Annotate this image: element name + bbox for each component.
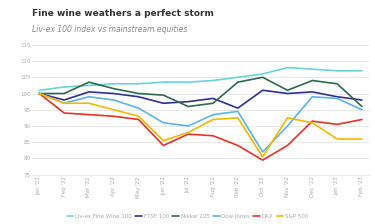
S&P 500 [37,92,42,95]
Nikkei 225 [62,92,66,95]
S&P 500 [87,102,91,105]
FTSE 100 [62,99,66,101]
DAX [236,144,240,147]
DAX [111,115,116,118]
S&P 500 [161,139,166,142]
Dow Jones [37,92,42,95]
Line: Liv-ex Fine Wine 100: Liv-ex Fine Wine 100 [39,67,362,90]
Dow Jones [62,102,66,105]
Text: Fine wine weathers a perfect storm: Fine wine weathers a perfect storm [32,9,214,18]
Text: Liv-ex 100 index vs mainstream equities: Liv-ex 100 index vs mainstream equities [32,25,187,34]
Nikkei 225 [161,94,166,97]
Nikkei 225 [310,79,315,82]
Liv-ex Fine Wine 100 [260,73,265,75]
Dow Jones [186,125,190,127]
DAX [335,123,339,126]
DAX [186,133,190,136]
Dow Jones [211,113,215,116]
Line: DAX: DAX [39,93,362,160]
Liv-ex Fine Wine 100 [136,82,141,85]
Liv-ex Fine Wine 100 [37,89,42,92]
FTSE 100 [87,90,91,93]
Liv-ex Fine Wine 100 [161,81,166,84]
S&P 500 [260,155,265,158]
FTSE 100 [161,102,166,105]
DAX [360,118,364,121]
Liv-ex Fine Wine 100 [62,86,66,88]
Dow Jones [360,108,364,111]
Nikkei 225 [285,89,290,92]
FTSE 100 [186,100,190,103]
Legend: Liv-ex Fine Wine 100, FTSE 100, Nikkei 225, Dow Jones, DAX, S&P 500: Liv-ex Fine Wine 100, FTSE 100, Nikkei 2… [64,212,310,221]
Line: FTSE 100: FTSE 100 [39,90,362,108]
DAX [211,134,215,137]
Nikkei 225 [335,82,339,85]
Liv-ex Fine Wine 100 [211,79,215,82]
Dow Jones [310,95,315,98]
Line: Dow Jones: Dow Jones [39,93,362,152]
Dow Jones [111,99,116,101]
FTSE 100 [310,90,315,93]
Line: S&P 500: S&P 500 [39,93,362,157]
FTSE 100 [335,95,339,98]
S&P 500 [236,116,240,119]
Dow Jones [335,97,339,100]
Liv-ex Fine Wine 100 [310,68,315,71]
FTSE 100 [211,97,215,100]
DAX [136,118,141,121]
FTSE 100 [37,92,42,95]
Nikkei 225 [136,92,141,95]
DAX [87,113,91,116]
DAX [161,144,166,147]
S&P 500 [186,131,190,134]
Dow Jones [236,110,240,113]
S&P 500 [360,138,364,140]
DAX [37,92,42,95]
FTSE 100 [236,107,240,110]
S&P 500 [111,108,116,111]
Nikkei 225 [236,81,240,84]
Dow Jones [87,95,91,98]
Dow Jones [161,121,166,124]
S&P 500 [310,121,315,124]
Dow Jones [285,125,290,127]
S&P 500 [335,138,339,140]
Liv-ex Fine Wine 100 [360,69,364,72]
Nikkei 225 [87,81,91,84]
Liv-ex Fine Wine 100 [186,81,190,84]
Nikkei 225 [211,102,215,105]
Nikkei 225 [186,105,190,108]
Liv-ex Fine Wine 100 [236,76,240,79]
S&P 500 [136,115,141,118]
DAX [62,112,66,114]
FTSE 100 [285,92,290,95]
Nikkei 225 [37,92,42,95]
Dow Jones [136,107,141,110]
DAX [310,120,315,123]
Line: Nikkei 225: Nikkei 225 [39,77,362,106]
DAX [260,159,265,162]
Liv-ex Fine Wine 100 [111,82,116,85]
Liv-ex Fine Wine 100 [335,69,339,72]
FTSE 100 [360,99,364,101]
Liv-ex Fine Wine 100 [87,84,91,87]
S&P 500 [285,116,290,119]
Nikkei 225 [260,76,265,79]
Dow Jones [260,151,265,153]
FTSE 100 [136,95,141,98]
S&P 500 [62,102,66,105]
S&P 500 [211,118,215,121]
FTSE 100 [260,89,265,92]
Nikkei 225 [360,105,364,108]
Nikkei 225 [111,87,116,90]
DAX [285,144,290,147]
FTSE 100 [111,92,116,95]
Liv-ex Fine Wine 100 [285,66,290,69]
